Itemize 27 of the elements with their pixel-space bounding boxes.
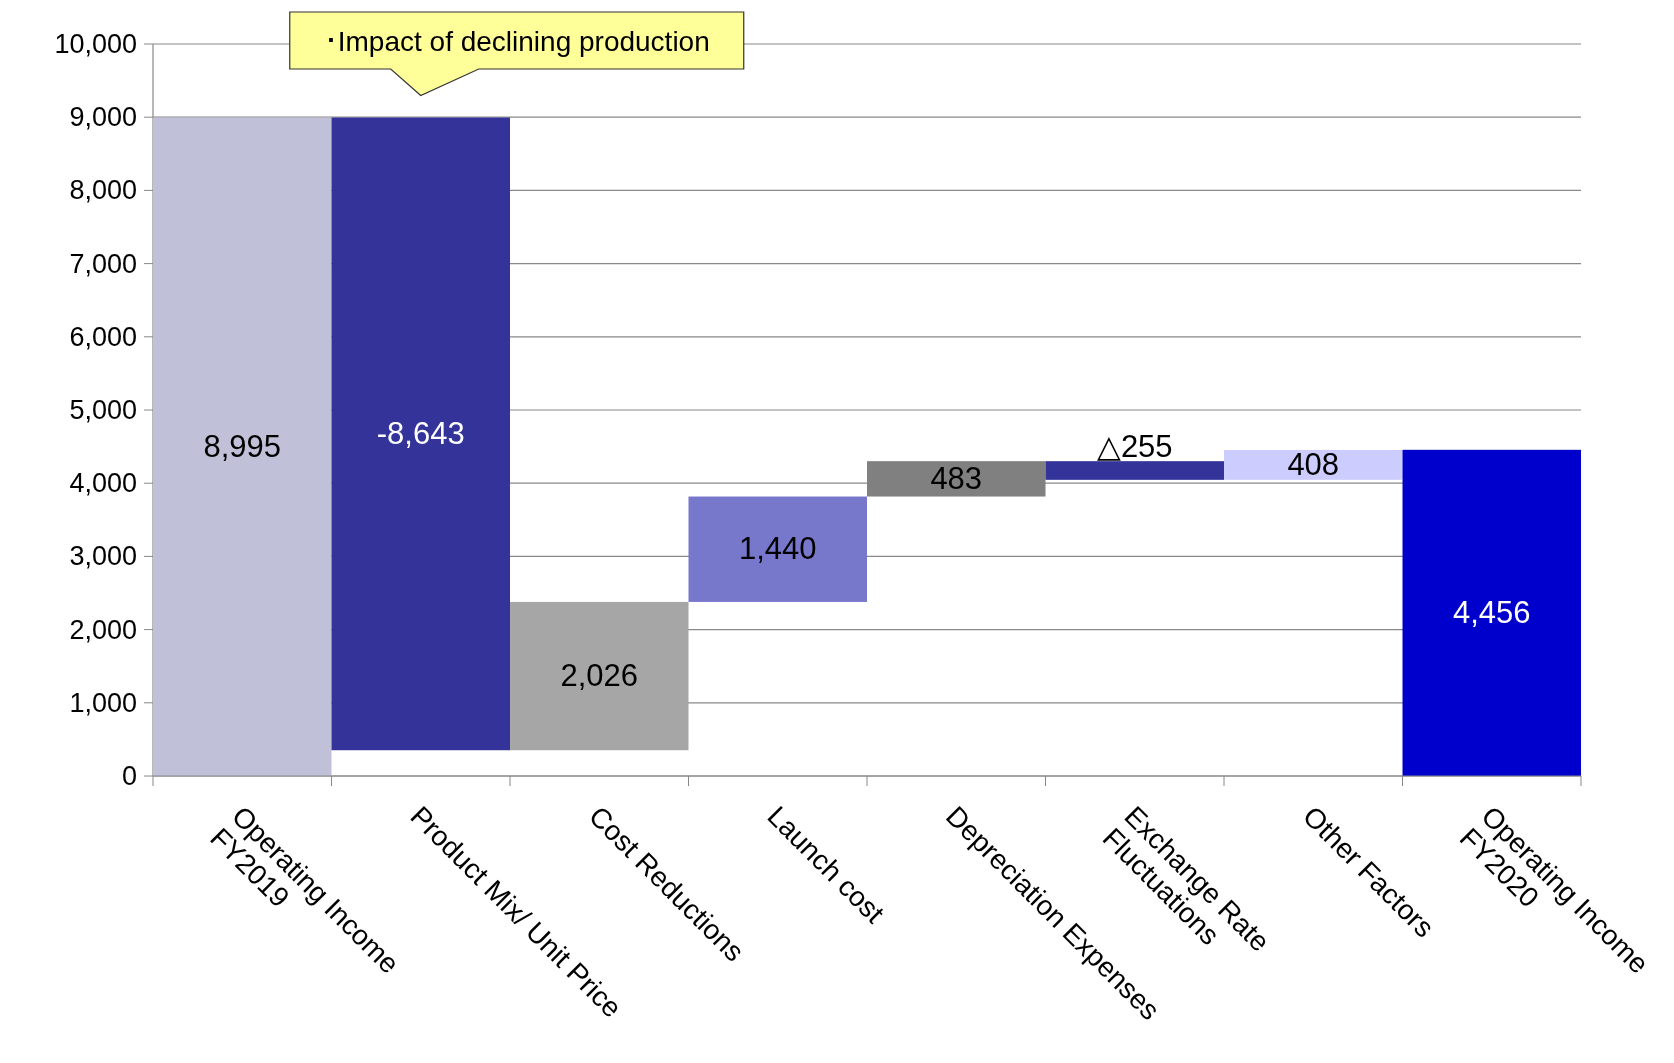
y-tick-label: 8,000: [69, 175, 137, 206]
y-tick-label: 7,000: [69, 248, 137, 279]
data-label: △255: [1096, 429, 1173, 465]
bar: [1045, 461, 1224, 480]
data-label: 4,456: [1452, 594, 1531, 630]
y-tick-label: 5,000: [69, 395, 137, 425]
y-tick-label: 6,000: [69, 321, 137, 352]
y-tick-label: 10,000: [54, 29, 137, 59]
y-tick-label: 0: [121, 761, 137, 791]
annotation: ･Impact of declining production: [323, 25, 710, 57]
bar: [331, 117, 510, 751]
y-tick-label: 2,000: [69, 614, 137, 645]
y-tick-label: 9,000: [69, 102, 137, 133]
data-label: 8,995: [203, 428, 282, 464]
data-label: -8,643: [376, 415, 465, 451]
y-tick-label: 1,000: [69, 687, 137, 718]
bar: [1402, 449, 1581, 776]
data-label: 1,440: [738, 531, 817, 567]
y-tick-label: 4,000: [69, 468, 137, 499]
bar: [688, 496, 867, 602]
data-label: 408: [1287, 446, 1340, 482]
data-label: 483: [930, 460, 983, 496]
bar: [153, 117, 332, 776]
bar: [1224, 449, 1403, 480]
bar: [510, 601, 689, 751]
y-tick-label: 3,000: [69, 541, 137, 572]
data-label: 2,026: [560, 658, 639, 694]
